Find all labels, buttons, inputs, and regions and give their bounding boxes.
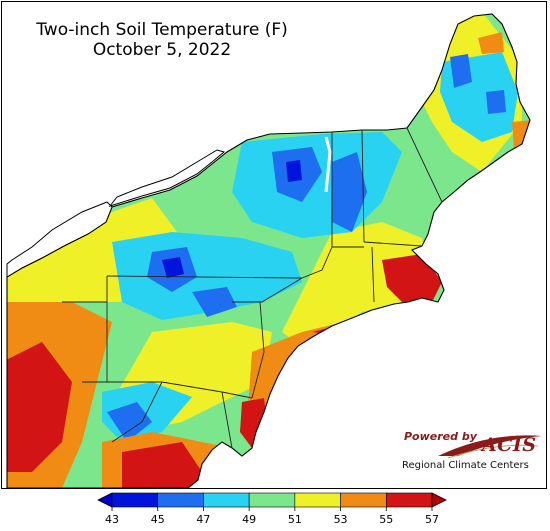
- acis-credit: Powered by ACIS Regional Climate Centers: [398, 428, 544, 478]
- region-cold-ny: [162, 257, 184, 278]
- colorbar-tick-label: 43: [105, 513, 119, 526]
- region-hot-south: [122, 442, 202, 488]
- powered-by-label: Powered by: [404, 430, 477, 443]
- state-borders: [62, 127, 443, 449]
- great-lakes: [6, 149, 226, 278]
- colorbar-tick-label: 47: [196, 513, 211, 526]
- colorbar-segment: [340, 492, 387, 508]
- region-cool-vt: [332, 152, 367, 232]
- colorbar-segment: [385, 492, 433, 508]
- colorbar-segment: [157, 492, 204, 508]
- colorbar-segment: [111, 492, 159, 508]
- temperature-colorbar: [97, 492, 447, 511]
- colorbar-tick-label: 53: [333, 513, 348, 526]
- region-warmer-ne: [478, 32, 504, 54]
- map-title: Two-inch Soil Temperature (F): [36, 20, 288, 40]
- colorbar-underflow-arrow: [97, 492, 113, 508]
- region-cool-maine2: [486, 90, 506, 114]
- acis-logo-swoosh: [438, 435, 542, 459]
- colorbar-tick-label: 57: [425, 513, 439, 526]
- soil-temperature-map: [6, 13, 531, 488]
- colorbar-tick-label: 49: [242, 513, 257, 526]
- region-cool-pa: [192, 287, 237, 317]
- map-date: October 5, 2022: [92, 40, 232, 60]
- colorbar-segment: [203, 492, 250, 508]
- colorbar-tick-label: 51: [287, 513, 302, 526]
- region-cool-maine: [450, 54, 472, 88]
- lake-champlain: [324, 136, 332, 193]
- region-hot-west: [7, 342, 72, 472]
- region-warm-east: [282, 222, 432, 347]
- map-frame: Two-inch Soil Temperature (F) October 5,…: [1, 1, 547, 489]
- colorbar-overflow-arrow: [431, 492, 447, 508]
- colorbar-segment: [294, 492, 341, 508]
- region-hot-ma: [382, 254, 442, 302]
- region-cold-adk: [286, 160, 302, 182]
- rcc-label: Regional Climate Centers: [402, 460, 529, 471]
- colorbar-tick-label: 55: [379, 513, 394, 526]
- acis-brand: ACIS: [482, 434, 537, 456]
- region-cool-wv: [107, 402, 152, 442]
- colorbar-segment: [248, 492, 296, 508]
- temperature-field: [7, 14, 530, 488]
- colorbar-tick-label: 45: [150, 513, 165, 526]
